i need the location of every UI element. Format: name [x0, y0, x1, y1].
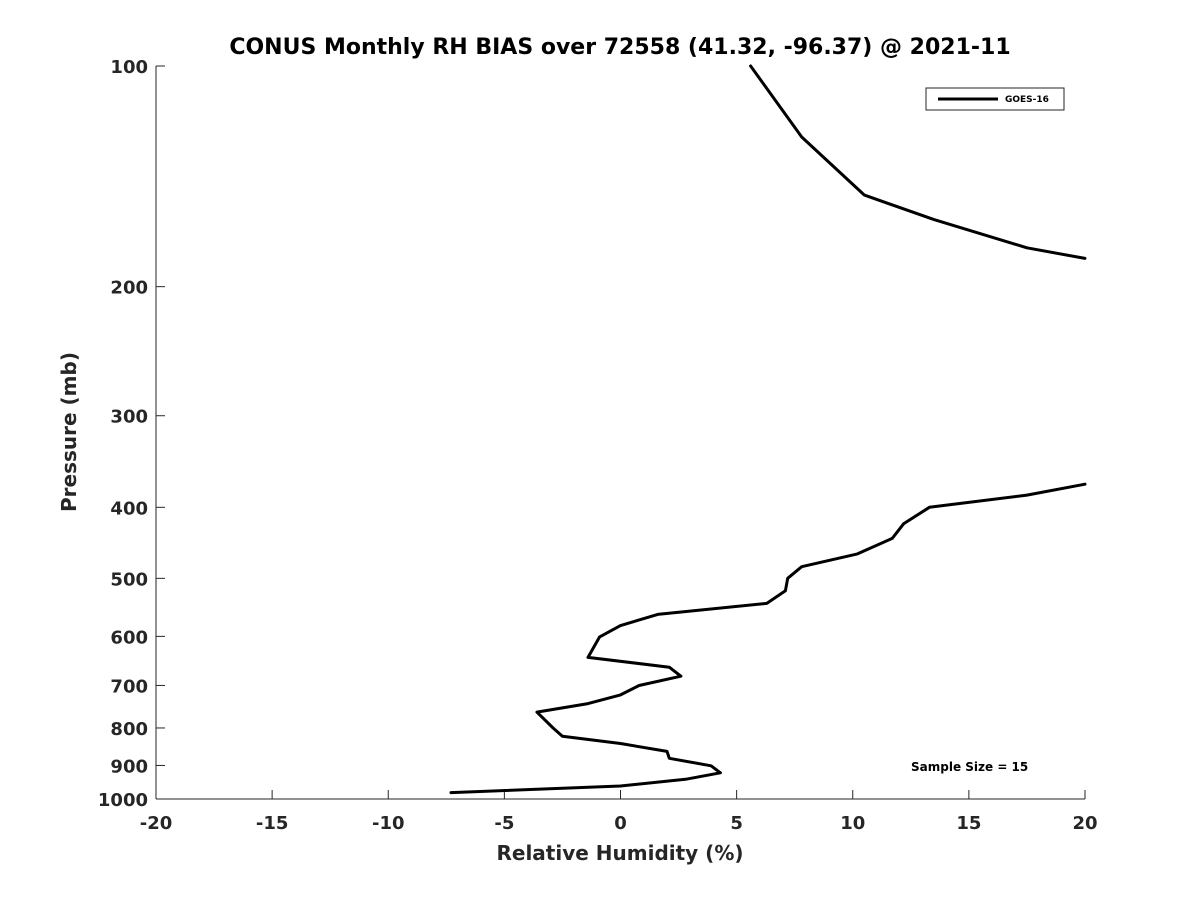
plot-area [155, 66, 1085, 800]
y-tick-label: 1000 [98, 790, 148, 811]
y-tick-label: 800 [110, 719, 148, 740]
y-tick-label: 400 [110, 498, 148, 519]
x-axis-label: Relative Humidity (%) [496, 841, 743, 865]
chart-title: CONUS Monthly RH BIAS over 72558 (41.32,… [229, 35, 1010, 60]
x-tick-label: -5 [494, 813, 514, 834]
y-tick-label: 600 [110, 627, 148, 648]
x-tick-label: -10 [372, 813, 405, 834]
y-axis-ticks: 100 200 300 400 500 600 700 800 900 1000 [98, 57, 165, 811]
y-tick-label: 100 [110, 57, 148, 78]
x-tick-label: -20 [140, 813, 173, 834]
x-axis-ticks: -20 -15 -10 -5 0 5 10 15 20 [140, 790, 1098, 834]
y-tick-label: 300 [110, 407, 148, 428]
y-tick-label: 900 [110, 756, 148, 777]
series-line-goes16-segment-1 [749, 64, 1087, 260]
series-layer [449, 64, 1087, 795]
x-tick-label: 20 [1072, 813, 1097, 834]
y-tick-label: 700 [110, 676, 148, 697]
x-tick-label: 0 [614, 813, 627, 834]
y-tick-label: 500 [110, 569, 148, 590]
y-axis-label: Pressure (mb) [57, 352, 81, 512]
y-tick-label: 200 [110, 278, 148, 299]
sample-size-annotation: Sample Size = 15 [911, 760, 1028, 774]
series-line-goes16-segment-2 [449, 482, 1087, 795]
x-tick-label: 15 [956, 813, 981, 834]
x-tick-label: 10 [840, 813, 865, 834]
legend-entry-label: GOES-16 [1005, 95, 1049, 105]
x-tick-label: -15 [256, 813, 289, 834]
legend: GOES-16 [925, 87, 1065, 111]
x-tick-label: 5 [730, 813, 743, 834]
